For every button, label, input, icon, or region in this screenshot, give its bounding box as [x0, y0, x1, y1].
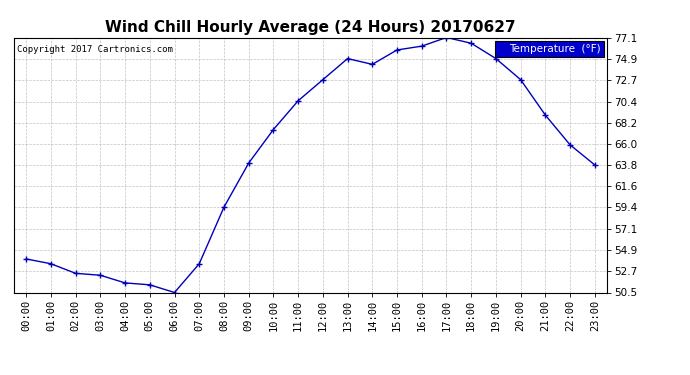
- Legend: Temperature  (°F): Temperature (°F): [495, 40, 604, 57]
- Title: Wind Chill Hourly Average (24 Hours) 20170627: Wind Chill Hourly Average (24 Hours) 201…: [105, 20, 516, 35]
- Text: Copyright 2017 Cartronics.com: Copyright 2017 Cartronics.com: [17, 45, 172, 54]
